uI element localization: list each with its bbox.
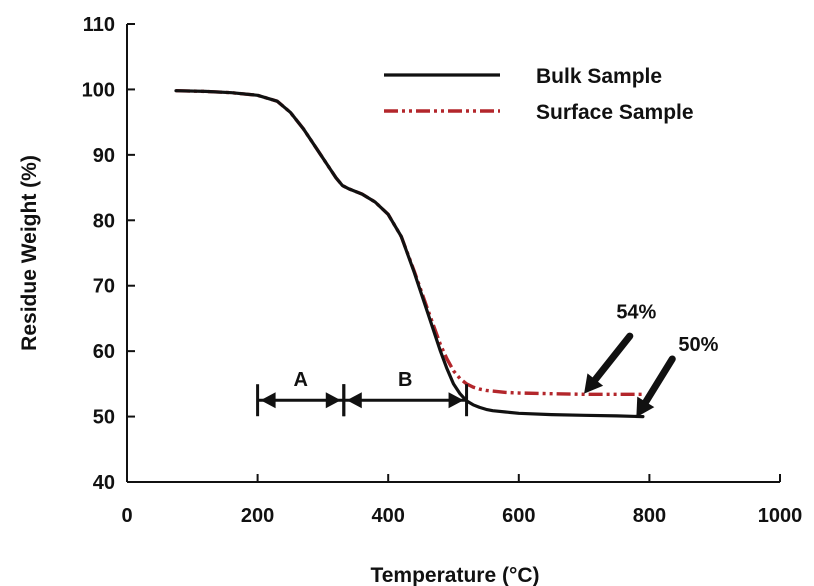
y-tick-label: 50 bbox=[93, 407, 115, 429]
y-tick-label: 40 bbox=[93, 472, 115, 494]
x-axis-label: Temperature (°C) bbox=[370, 564, 539, 586]
x-tick-label: 600 bbox=[502, 505, 535, 527]
y-tick-label: 80 bbox=[93, 210, 115, 232]
x-tick-label: 200 bbox=[241, 505, 274, 527]
annotation-label: 50% bbox=[678, 334, 718, 356]
y-tick-label: 110 bbox=[83, 14, 115, 36]
legend-label: Bulk Sample bbox=[536, 65, 662, 88]
x-tick-label: 0 bbox=[121, 505, 132, 527]
y-tick-label: 60 bbox=[93, 341, 115, 363]
plot-annotations: A B 54% 50% bbox=[256, 301, 719, 418]
x-tick-label: 1000 bbox=[758, 505, 803, 527]
series-line-bulk-sample bbox=[174, 89, 645, 419]
annotation-label: 54% bbox=[616, 301, 656, 323]
series-line-surface-sample bbox=[175, 89, 643, 396]
chart-legend: Bulk Sample Surface Sample bbox=[384, 65, 694, 124]
range-label-b: B bbox=[398, 369, 412, 391]
x-tick-label: 800 bbox=[633, 505, 666, 527]
y-tick-label: 100 bbox=[82, 79, 115, 101]
range-label-a: A bbox=[293, 369, 307, 391]
y-tick-label: 70 bbox=[93, 276, 115, 298]
y-axis-label: Residue Weight (%) bbox=[18, 155, 41, 351]
annotation-arrow bbox=[584, 332, 634, 394]
x-tick-label: 400 bbox=[372, 505, 405, 527]
y-tick-label: 90 bbox=[93, 145, 115, 167]
range-bracket-b bbox=[342, 384, 469, 417]
annotation-arrow bbox=[636, 355, 676, 418]
plot-series bbox=[174, 89, 645, 419]
plot-axes: 40 50 60 70 80 90 100 110 0 200 400 600 800 1000 bbox=[82, 14, 803, 527]
legend-label: Surface Sample bbox=[536, 101, 694, 124]
